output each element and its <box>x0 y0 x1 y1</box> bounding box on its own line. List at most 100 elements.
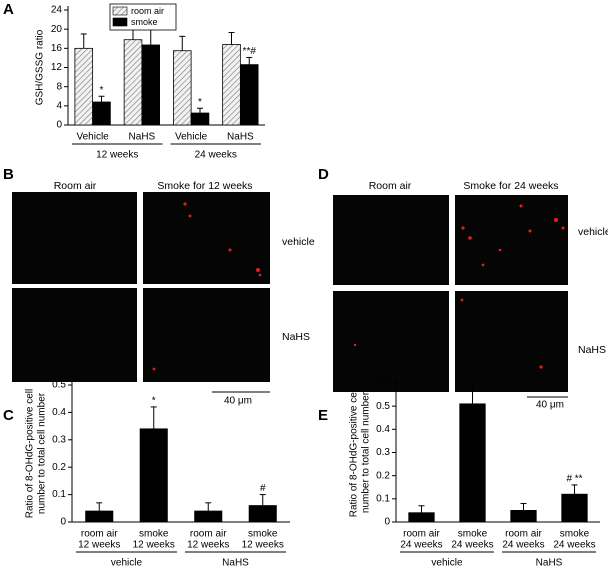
bar <box>92 101 111 126</box>
row-label: NaHS <box>282 331 310 343</box>
x-tick-label: smoke <box>458 529 488 540</box>
significance-label: # ** <box>566 474 582 485</box>
column-label: Smoke for 12 weeks <box>157 180 252 192</box>
significance-label: # <box>260 483 266 494</box>
micrograph <box>333 291 449 392</box>
group-label: 12 weeks <box>96 150 138 161</box>
significance-label: * <box>471 374 475 385</box>
micrograph <box>333 195 449 285</box>
x-tick-label: NaHS <box>227 132 254 143</box>
column-label: Room air <box>54 180 97 192</box>
bar <box>510 510 537 523</box>
micrograph <box>455 195 568 285</box>
y-axis-label: Ratio of 8-OHdG-positive cell <box>349 388 360 518</box>
y-tick-label: 0.1 <box>376 493 390 504</box>
bar <box>123 39 143 126</box>
y-tick-label: 0.3 <box>52 434 66 445</box>
y-axis-label: number to total cell number <box>361 391 372 513</box>
scale-label: 40 μm <box>224 396 252 407</box>
group-label: 24 weeks <box>195 150 237 161</box>
x-tick-label: room air <box>505 529 542 540</box>
red-cells <box>353 204 565 369</box>
x-tick-label: 12 weeks <box>187 540 229 551</box>
x-tick-label: 24 weeks <box>502 540 544 551</box>
x-tick-label: room air <box>403 529 440 540</box>
x-tick-label: 24 weeks <box>553 540 595 551</box>
y-tick-label: 24 <box>51 5 63 16</box>
y-tick-label: 0.3 <box>376 447 390 458</box>
y-axis-label: number to total cell number <box>37 392 48 514</box>
bar <box>561 493 588 523</box>
x-tick-label: Vehicle <box>77 132 110 143</box>
y-tick-label: 8 <box>56 81 62 92</box>
y-tick-label: 4 <box>56 100 62 111</box>
significance-label: **# <box>243 46 257 57</box>
y-tick-label: 0 <box>60 517 66 528</box>
x-tick-label: 12 weeks <box>242 540 284 551</box>
micrograph <box>455 291 568 392</box>
row-label: NaHS <box>578 344 606 356</box>
bar <box>190 112 210 126</box>
scale-label: 40 μm <box>536 400 564 411</box>
panel-letter: E <box>318 407 328 424</box>
significance-label: * <box>198 97 202 108</box>
column-label: Smoke for 24 weeks <box>463 180 558 192</box>
x-tick-label: Vehicle <box>175 132 208 143</box>
x-tick-label: 12 weeks <box>133 540 175 551</box>
bar <box>248 505 277 523</box>
significance-label: * <box>152 396 156 407</box>
x-tick-label: NaHS <box>129 132 156 143</box>
x-tick-label: smoke <box>560 529 590 540</box>
row-label: vehicle <box>282 236 315 248</box>
x-tick-label: room air <box>190 529 227 540</box>
bar <box>74 47 94 126</box>
micrograph <box>143 288 270 382</box>
x-tick-label: smoke <box>139 529 169 540</box>
bar <box>222 44 241 126</box>
group-label: NaHS <box>536 558 563 569</box>
x-tick-label: smoke <box>248 529 278 540</box>
x-tick-label: 12 weeks <box>78 540 120 551</box>
y-axis-label: Ratio of 8-OHdG-positive cell <box>25 389 36 519</box>
panel-letter: B <box>3 166 14 183</box>
micrograph <box>12 192 137 284</box>
panel-letter: A <box>3 1 14 18</box>
y-tick-label: 0.1 <box>52 489 66 500</box>
y-tick-label: 12 <box>51 62 63 73</box>
y-tick-label: 0 <box>384 517 390 528</box>
legend-label: room air <box>131 6 164 16</box>
significance-label: * <box>100 85 104 96</box>
y-tick-label: 0.5 <box>52 380 66 391</box>
bar <box>459 403 486 523</box>
legend-swatch <box>112 17 128 27</box>
legend-label: smoke <box>131 17 158 27</box>
y-tick-label: 20 <box>51 24 63 35</box>
red-cells <box>152 202 262 371</box>
panel-letter: C <box>3 407 14 424</box>
y-tick-label: 0.6 <box>376 378 390 389</box>
row-label: vehicle <box>578 226 608 238</box>
bar <box>408 512 435 523</box>
y-axis-label: GSH/GSSG ratio <box>35 29 46 105</box>
group-label: NaHS <box>222 558 249 569</box>
group-label: vehicle <box>431 558 463 569</box>
bar <box>141 44 161 126</box>
y-tick-label: 0.2 <box>52 462 66 473</box>
bar <box>194 510 223 523</box>
x-tick-label: 24 weeks <box>400 540 442 551</box>
x-tick-label: 24 weeks <box>451 540 493 551</box>
y-tick-label: 0 <box>56 120 62 131</box>
legend-swatch <box>112 6 128 16</box>
group-label: vehicle <box>111 558 143 569</box>
y-tick-label: 0.2 <box>376 470 390 481</box>
y-tick-label: 0.5 <box>376 401 390 412</box>
bar <box>85 510 114 523</box>
y-tick-label: 0.4 <box>52 407 66 418</box>
y-tick-label: 0.4 <box>376 424 390 435</box>
column-label: Room air <box>369 180 412 192</box>
panel-letter: D <box>318 166 329 183</box>
y-tick-label: 16 <box>51 43 63 54</box>
bar <box>172 50 192 126</box>
x-tick-label: room air <box>81 529 118 540</box>
